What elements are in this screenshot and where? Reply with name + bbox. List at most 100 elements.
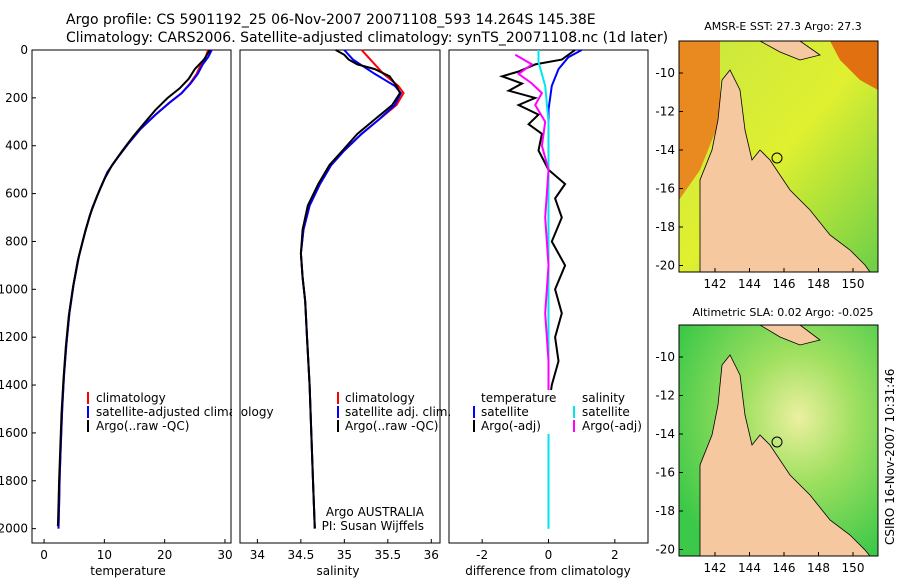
difference-x-ticks: -2 0 2 <box>476 539 619 562</box>
sst-map-title: AMSR-E SST: 27.3 Argo: 27.3 <box>704 20 862 33</box>
legend-satellite-adj: satellite adj. clim. <box>345 405 451 419</box>
y-tick-label: 2000 <box>0 522 28 536</box>
legend-header-salinity: salinity <box>582 391 625 405</box>
temperature-legend: climatology satellite-adjusted climatolo… <box>87 391 274 433</box>
annotation-pi: PI: Susan Wijffels <box>322 519 424 533</box>
salinity-series <box>299 49 405 529</box>
difference-series <box>498 49 583 529</box>
sla-map-frame <box>678 324 879 557</box>
temperature-xlabel: temperature <box>90 564 165 578</box>
lon-tick-label: 142 <box>704 561 727 575</box>
sla-argo-marker <box>771 436 783 448</box>
sla-map-title: Altimetric SLA: 0.02 Argo: -0.025 <box>693 306 874 319</box>
y-tick-label: 800 <box>5 234 28 248</box>
x-tick-label: 20 <box>157 548 172 562</box>
legend-sal-satellite: satellite <box>582 405 630 419</box>
lat-tick-label: -10 <box>655 350 675 364</box>
series-temperature-argo-adj- <box>498 49 576 421</box>
series-argo-raw-qc- <box>299 49 402 529</box>
temperature-panel: 0 200 400 600 800 1000 1200 1400 1600 1800 2000 0 1… <box>0 43 274 578</box>
sst-map-ticks: 142 144 146 148 150 -10 -12 -14 -16 -18 -20 <box>655 66 864 291</box>
temperature-x-ticks: 0 10 20 30 <box>40 539 233 562</box>
legend-climatology: climatology <box>96 391 166 405</box>
lat-tick-label: -12 <box>655 105 675 119</box>
y-tick-label: 1400 <box>0 378 28 392</box>
lat-tick-label: -20 <box>655 259 675 273</box>
sst-argo-marker <box>771 152 783 164</box>
lat-tick-label: -18 <box>655 220 675 234</box>
salinity-panel: 34 34.5 35 35.5 36 salinity climatology sate… <box>239 49 451 578</box>
y-tick-label: 200 <box>5 91 28 105</box>
difference-legend: temperature satellite Argo(-adj) salinit… <box>470 390 642 434</box>
legend-header-temperature: temperature <box>481 391 556 405</box>
lon-tick-label: 150 <box>842 561 865 575</box>
x-tick-label: 34.5 <box>288 548 315 562</box>
lon-tick-label: 144 <box>738 277 761 291</box>
sla-map: Altimetric SLA: 0.02 Argo: -0.025 142 144… <box>655 306 879 575</box>
x-tick-label: 34 <box>250 548 265 562</box>
x-tick-label: 36 <box>424 548 439 562</box>
sst-warm-west <box>679 41 720 200</box>
x-tick-label: 35.5 <box>374 548 401 562</box>
salinity-legend: climatology satellite adj. clim. Argo(..… <box>337 391 451 433</box>
legend-temp-satellite: satellite <box>481 405 529 419</box>
series-temperature-satellite <box>547 49 583 529</box>
legend-satellite-adjusted: satellite-adjusted climatology <box>96 405 274 419</box>
series-salinity-argo-adj- <box>514 53 550 421</box>
lat-tick-label: -20 <box>655 543 675 557</box>
lon-tick-label: 142 <box>704 277 727 291</box>
lat-tick-label: -12 <box>655 389 675 403</box>
temperature-series <box>56 49 213 529</box>
x-tick-label: 35 <box>337 548 352 562</box>
sst-map-frame <box>678 40 879 273</box>
lat-tick-label: -18 <box>655 504 675 518</box>
series-satellite-adjusted-climatology <box>57 49 213 529</box>
x-tick-label: -2 <box>476 548 488 562</box>
sst-map: AMSR-E SST: 27.3 Argo: 27.3 142 144 146 148… <box>655 20 879 291</box>
y-tick-label: 0 <box>20 43 28 57</box>
lat-tick-label: -10 <box>655 66 675 80</box>
series-climatology <box>299 49 405 529</box>
salinity-x-ticks: 34 34.5 35 35.5 36 <box>250 539 439 562</box>
lon-tick-label: 146 <box>773 561 796 575</box>
header-line-1: Argo profile: CS 5901192_25 06-Nov-2007 … <box>66 12 596 28</box>
series-satellite-adj-clim- <box>299 49 403 529</box>
csiro-stamp: CSIRO 16-Nov-2007 10:31:46 <box>883 369 897 545</box>
sla-map-ticks: 142 144 146 148 150 -10 -12 -14 -16 -18 -20 <box>655 350 864 575</box>
lon-tick-label: 146 <box>773 277 796 291</box>
depth-ticks: 0 200 400 600 800 1000 1200 1400 1600 1800 2000 <box>0 43 36 536</box>
lat-tick-label: -16 <box>655 182 675 196</box>
panel-gap <box>232 50 240 543</box>
temperature-axes-box <box>31 49 232 544</box>
series-argo-raw-qc- <box>56 49 211 527</box>
salinity-axes-box <box>239 49 441 544</box>
legend-sal-argo: Argo(-adj) <box>582 419 642 433</box>
x-tick-label: 2 <box>611 548 619 562</box>
lon-tick-label: 148 <box>807 561 830 575</box>
legend-argo: Argo(..raw -QC) <box>345 419 438 433</box>
series-climatology <box>57 49 210 529</box>
sst-warm-ne <box>830 41 878 90</box>
difference-panel: -2 0 2 difference from climatology tempera… <box>448 49 649 578</box>
legend-temp-argo: Argo(-adj) <box>481 419 541 433</box>
lon-tick-label: 150 <box>842 277 865 291</box>
legend-argo: Argo(..raw -QC) <box>96 419 189 433</box>
sst-land-australia <box>699 69 871 273</box>
lat-tick-label: -14 <box>655 143 675 157</box>
header-line-2: Climatology: CARS2006. Satellite-adjuste… <box>66 30 668 46</box>
lat-tick-label: -14 <box>655 427 675 441</box>
x-tick-label: 10 <box>97 548 112 562</box>
y-tick-label: 1200 <box>0 330 28 344</box>
y-tick-label: 1800 <box>0 474 28 488</box>
lon-tick-label: 148 <box>807 277 830 291</box>
salinity-xlabel: salinity <box>316 564 359 578</box>
difference-xlabel: difference from climatology <box>465 564 631 578</box>
legend-climatology: climatology <box>345 391 415 405</box>
y-tick-label: 1000 <box>0 282 28 296</box>
y-tick-label: 1600 <box>0 426 28 440</box>
x-tick-label: 0 <box>40 548 48 562</box>
lon-tick-label: 144 <box>738 561 761 575</box>
y-tick-label: 400 <box>5 139 28 153</box>
annotation-argo-australia: Argo AUSTRALIA <box>326 505 425 519</box>
